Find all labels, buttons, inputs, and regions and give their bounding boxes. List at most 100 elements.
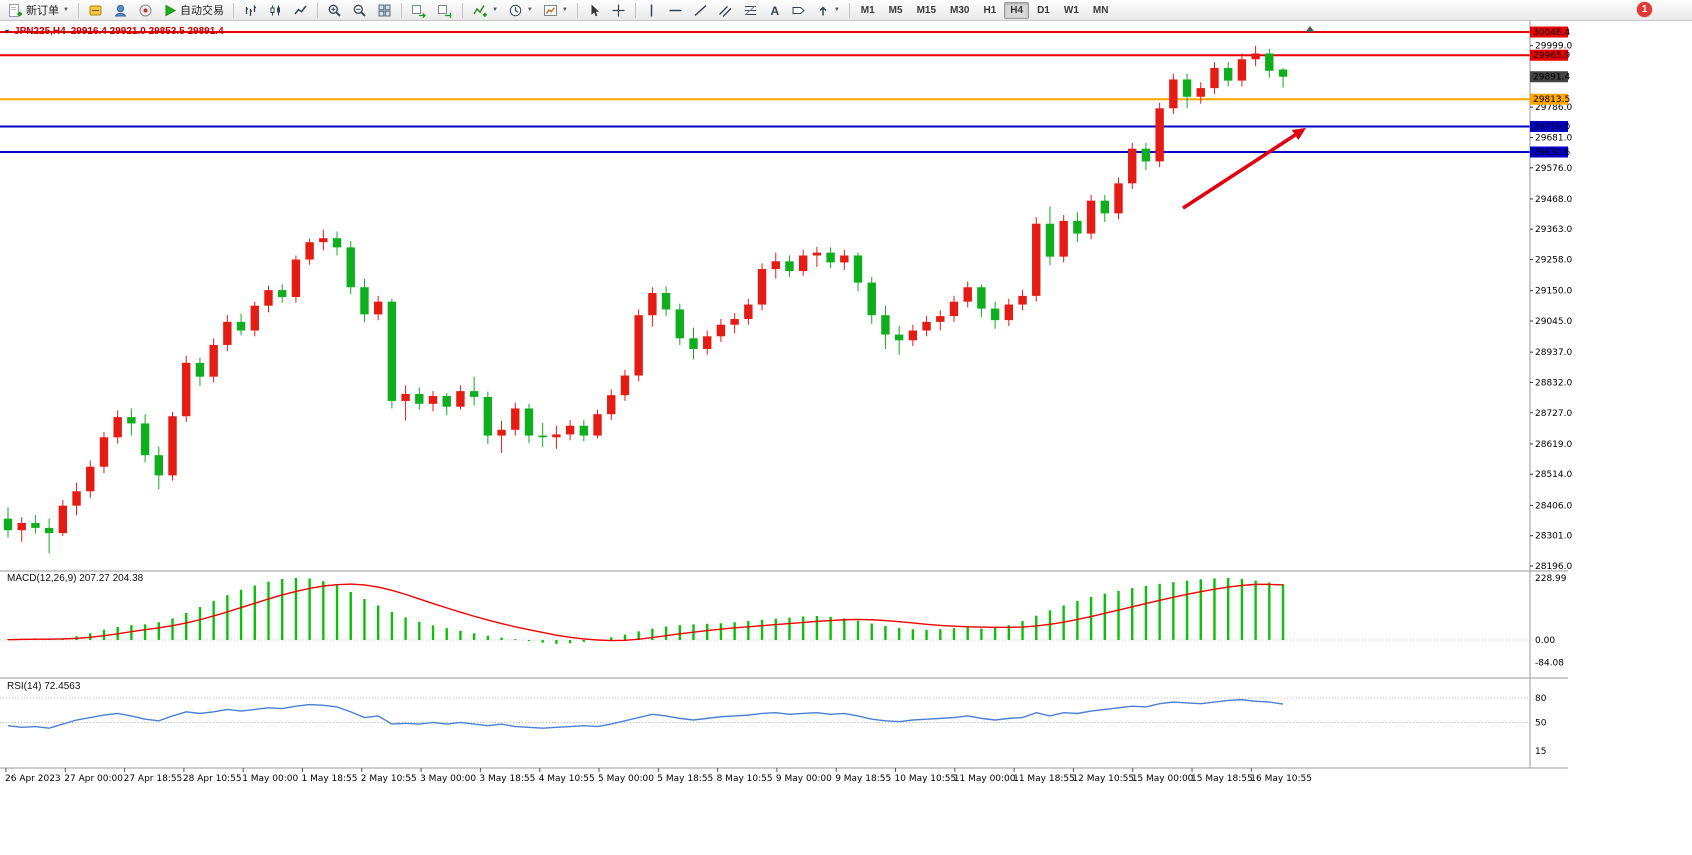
svg-text:9 May 00:00: 9 May 00:00 [776,774,832,784]
chevron-down-icon: ▼ [491,7,498,13]
ohlc-bars-icon [245,5,256,16]
svg-text:28 Apr 10:55: 28 Apr 10:55 [183,774,242,784]
fibonacci-button[interactable] [738,0,763,21]
crosshair-button[interactable] [606,0,631,21]
candlestick-chart-button[interactable] [263,0,288,21]
chart-shift-button[interactable] [432,0,458,21]
label-button[interactable] [786,0,811,21]
svg-text:29965.9: 29965.9 [1533,51,1570,61]
timeframe-button-d1[interactable]: D1 [1037,4,1050,16]
timeframe-button-w1[interactable]: W1 [1063,4,1079,16]
bar-chart-button[interactable] [238,0,263,21]
indicators-icon [473,4,487,17]
templates-button[interactable]: ▼ [538,0,573,21]
svg-text:1 May 18:55: 1 May 18:55 [302,774,358,784]
indicators-button[interactable]: ▼ [467,0,503,21]
zoom-in-icon [328,4,341,17]
timeframe-button-mn[interactable]: MN [1092,4,1109,16]
svg-text:15: 15 [1535,747,1546,757]
chart-symbol-period: JPN225,H4 [14,26,66,37]
cursor-button[interactable] [582,0,606,21]
svg-text:28196.0: 28196.0 [1535,562,1572,572]
clock-icon [509,4,522,16]
svg-text:29150.0: 29150.0 [1535,287,1572,297]
new-order-button[interactable]: 新订单 ▼ [3,0,74,21]
auto-scroll-button[interactable] [406,0,432,21]
svg-text:3 May 00:00: 3 May 00:00 [420,774,476,784]
svg-text:15 May 00:00: 15 May 00:00 [1132,774,1194,784]
support-button[interactable] [133,0,158,21]
vertical-line-button[interactable] [640,0,663,21]
zoom-in-button[interactable] [322,0,347,21]
collapse-triangle-icon[interactable]: ▾ [5,27,10,36]
svg-text:15 May 18:55: 15 May 18:55 [1191,774,1253,784]
svg-text:80: 80 [1535,694,1547,704]
svg-text:28406.0: 28406.0 [1535,501,1572,511]
tile-windows-button[interactable] [372,0,397,21]
toolbar-separator [848,2,850,18]
chevron-down-icon: ▼ [833,7,840,13]
chart-ohlc-values: 29916.4 29921.0 29853.5 29891.4 [70,26,224,37]
zoom-out-button[interactable] [347,0,372,21]
timeframe-button-h1[interactable]: H1 [983,4,997,16]
editor-button[interactable] [83,0,108,21]
svg-text:3 May 18:55: 3 May 18:55 [479,774,535,784]
vertical-line-icon [650,4,653,16]
svg-text:5 May 18:55: 5 May 18:55 [657,774,713,784]
timeframe-button-m5[interactable]: M5 [888,4,903,16]
profile-button[interactable] [108,0,133,21]
svg-text:27 Apr 00:00: 27 Apr 00:00 [64,774,123,784]
timeframe-button-m15[interactable]: M15 [916,4,937,16]
svg-text:9 May 18:55: 9 May 18:55 [835,774,891,784]
svg-text:29813.5: 29813.5 [1533,95,1570,105]
text-button[interactable]: A [763,0,786,21]
svg-text:A: A [770,4,779,18]
notification-badge[interactable]: 1 [1637,2,1652,17]
channel-button[interactable] [713,0,738,21]
panel-separators[interactable] [0,21,1568,769]
profile-icon [114,4,127,16]
rsi-indicator [7,698,1284,729]
tile-windows-icon [378,4,391,16]
svg-text:0.00: 0.00 [1535,636,1555,646]
svg-text:29719.0: 29719.0 [1533,122,1570,132]
svg-text:29681.0: 29681.0 [1535,133,1572,143]
chart-shift-icon [437,4,452,18]
svg-text:28619.0: 28619.0 [1535,440,1572,450]
macd-indicator [6,577,1285,644]
trend-arrow-annotation[interactable] [1182,127,1306,210]
time-scale[interactable]: 26 Apr 2023 27 Apr 00:00 27 Apr 18:55 28 Ap… [5,768,1312,784]
toolbar: 新订单 ▼ 自动交易 ▼ ▼ ▼ A ▼ M1 M5 M15 M30 H1 H4… [0,0,1692,21]
horizontal-line-button[interactable] [663,0,688,21]
toolbar-separator [576,2,578,18]
toolbar-separator [316,2,318,18]
price-scale[interactable]: 29999.0 29786.0 29681.0 29576.0 29468.0 29363… [1530,21,1572,768]
trendline-icon [694,4,707,16]
svg-text:29258.0: 29258.0 [1535,256,1572,266]
timeframe-button-h4[interactable]: H4 [1004,1,1030,19]
auto-trading-button[interactable]: 自动交易 [158,0,229,21]
svg-text:50: 50 [1535,718,1547,728]
timeframe-button-m1[interactable]: M1 [860,4,875,16]
periods-button[interactable]: ▼ [503,0,538,21]
svg-text:29045.0: 29045.0 [1535,317,1572,327]
new-order-label: 新订单 [26,5,59,17]
timeframe-button-m30[interactable]: M30 [950,4,970,16]
svg-text:8 May 10:55: 8 May 10:55 [717,774,773,784]
line-chart-button[interactable] [288,0,313,21]
toolbar-separator [634,2,636,18]
svg-text:27 Apr 18:55: 27 Apr 18:55 [124,774,183,784]
trendline-button[interactable] [688,0,713,21]
svg-text:12 May 10:55: 12 May 10:55 [1072,774,1134,784]
svg-text:29468.0: 29468.0 [1535,195,1572,205]
toolbar-separator [77,2,79,18]
chart-title: ▾ JPN225,H4 29916.4 29921.0 29853.5 2989… [5,26,224,37]
svg-text:29786.0: 29786.0 [1535,103,1572,113]
arrows-button[interactable]: ▼ [811,0,845,21]
svg-text:1 May 00:00: 1 May 00:00 [242,774,298,784]
arrow-up-icon [819,5,827,15]
chart-window[interactable]: 29999.0 29786.0 29681.0 29576.0 29468.0 29363… [0,21,1692,793]
new-order-icon [9,3,22,17]
fibonacci-icon [744,5,756,15]
auto-scroll-icon [411,4,426,18]
